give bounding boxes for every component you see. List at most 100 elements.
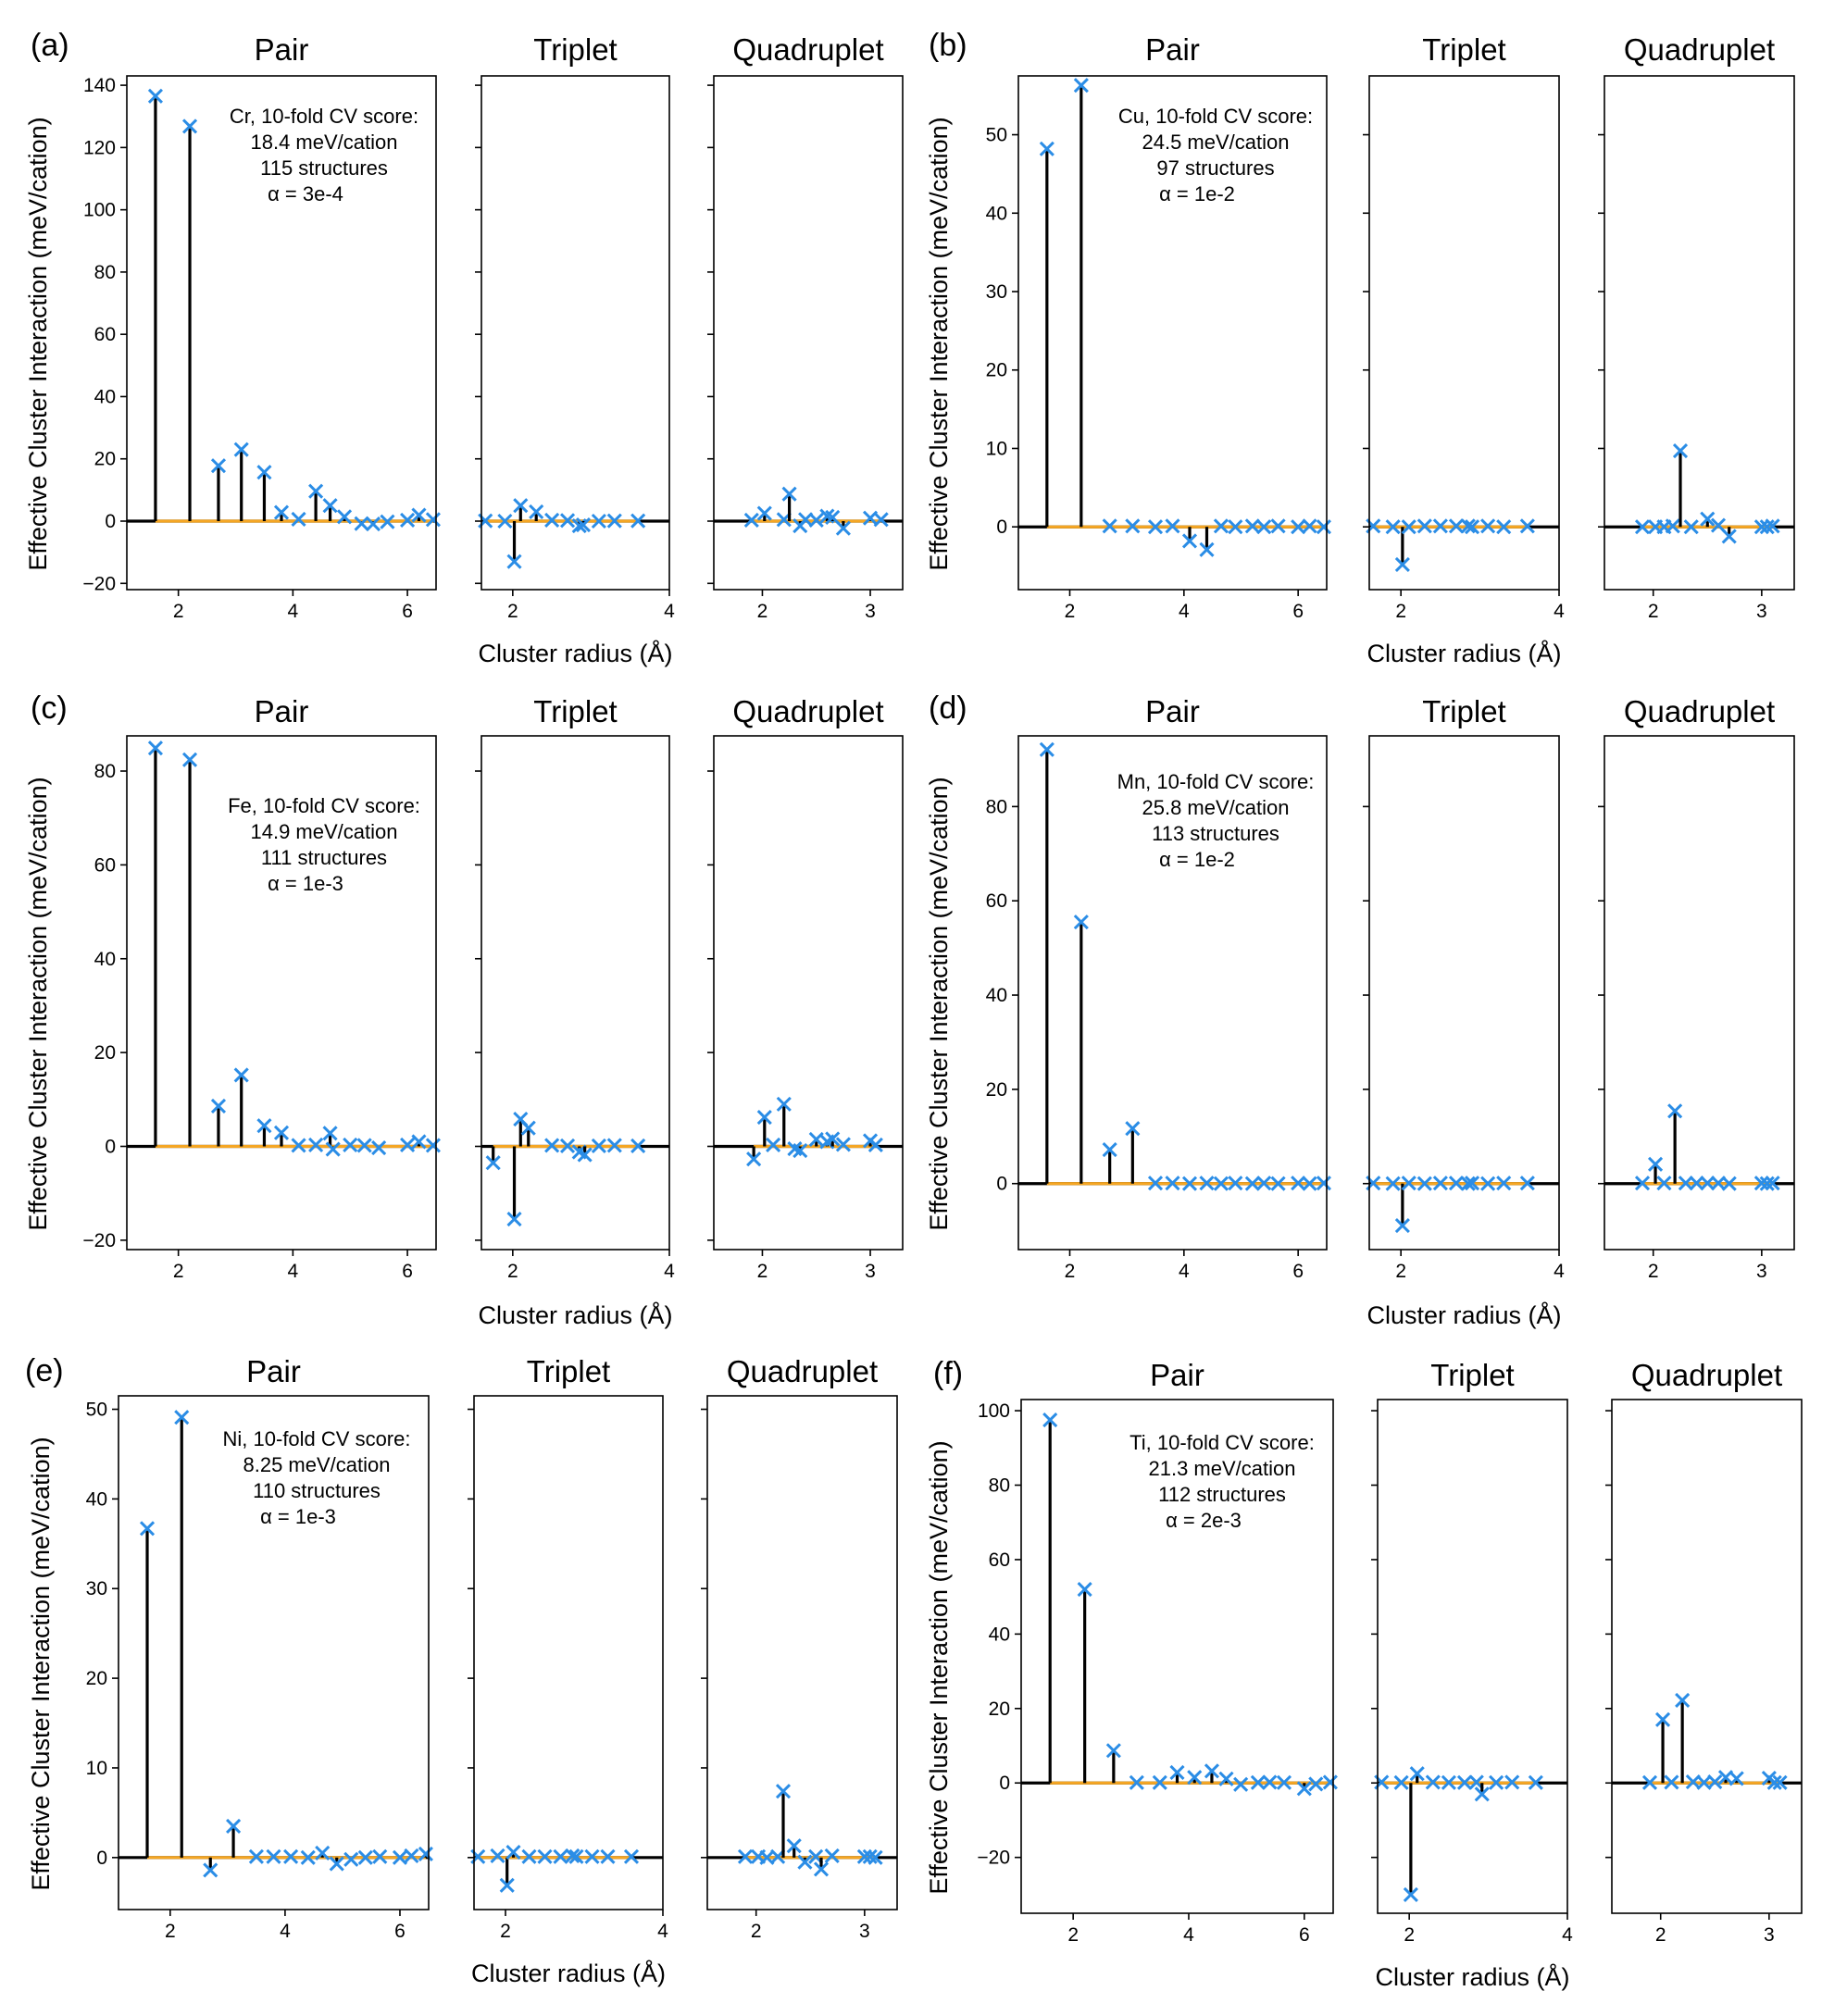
x-tick-label: 6 (1292, 601, 1304, 622)
x-tick-label: 3 (1756, 1261, 1767, 1282)
subplot-quadruplet: Quadruplet 2 3 (1605, 1358, 1803, 1946)
data-point-marker (544, 1138, 560, 1153)
data-point-marker (1073, 915, 1089, 930)
data-point-marker (1228, 519, 1243, 535)
data-point-marker (147, 740, 163, 756)
data-point-marker (1647, 1156, 1664, 1172)
plot-frame (713, 75, 904, 591)
subplot-pair: Pair 2 4 6 −20 0 20 40 60 80 100 (977, 1358, 1338, 1946)
data-point-marker (1700, 511, 1716, 527)
y-axis-label: Effective Cluster Interaction (meV/catio… (925, 117, 953, 570)
y-tick-label: 0 (996, 516, 1007, 538)
data-point-marker (537, 1848, 553, 1864)
subplot-triplet: Triplet 2 4 Cluster radius (Å) (468, 1354, 668, 1987)
x-tick-label: 2 (1067, 1924, 1079, 1946)
x-tick-label: 2 (1655, 1924, 1666, 1946)
data-point-marker (1766, 1774, 1782, 1790)
plot-frame (480, 75, 670, 591)
data-point-marker (1276, 1774, 1292, 1790)
x-axis-label: Cluster radius (Å) (1366, 639, 1561, 667)
data-point-marker (210, 1098, 227, 1114)
data-point-marker (1689, 1176, 1704, 1191)
plot-frame (1020, 1399, 1334, 1914)
data-point-marker (577, 1147, 593, 1163)
y-tick-label: 20 (986, 360, 1007, 381)
data-point-marker (1291, 519, 1306, 535)
data-point-marker (1181, 1176, 1198, 1191)
subplot-title: Triplet (527, 1354, 610, 1388)
plot-frame (1017, 75, 1328, 591)
data-point-marker (1654, 1711, 1671, 1727)
data-point-marker (490, 1848, 505, 1863)
data-point-marker (1664, 1774, 1679, 1790)
data-point-marker (147, 88, 163, 104)
y-tick-label: 100 (83, 200, 116, 221)
data-point-marker (1456, 1774, 1473, 1790)
data-point-marker (1129, 1774, 1144, 1790)
subplot-quadruplet: Quadruplet 2 3 (707, 694, 904, 1282)
y-tick-label: 80 (94, 761, 116, 782)
subplot-pair: Pair 2 4 6 −20 0 20 40 60 80 100 120 140 (82, 32, 441, 622)
data-point-marker (336, 509, 353, 525)
data-point-marker (1385, 519, 1401, 535)
y-tick-label: 0 (105, 511, 116, 532)
annotation-line: α = 1e-2 (1159, 848, 1235, 871)
data-point-marker (226, 1818, 242, 1834)
x-tick-label: 4 (1554, 1261, 1565, 1282)
y-tick-label: 0 (105, 1136, 116, 1157)
y-tick-label: 30 (986, 281, 1007, 303)
annotation-line: 111 structures (261, 846, 387, 869)
y-tick-label: −20 (977, 1848, 1010, 1869)
data-point-marker (256, 1118, 272, 1134)
data-point-marker (210, 458, 227, 474)
data-point-marker (1721, 529, 1737, 544)
data-point-marker (1244, 1176, 1260, 1191)
subplot-pair: Pair 2 4 6 0 10 20 30 40 50 (86, 1354, 433, 1942)
x-tick-label: 2 (500, 1921, 511, 1942)
data-point-marker (1291, 1176, 1306, 1191)
data-point-marker (248, 1848, 264, 1864)
data-point-marker (792, 1142, 808, 1159)
y-tick-label: 40 (989, 1624, 1010, 1645)
data-point-marker (411, 1134, 427, 1150)
data-point-marker (380, 514, 395, 529)
data-point-marker (1496, 1176, 1512, 1191)
y-axis-label: Effective Cluster Interaction (meV/catio… (24, 777, 52, 1230)
data-point-marker (575, 516, 592, 533)
data-point-marker (1228, 1176, 1243, 1191)
data-point-marker (371, 1139, 387, 1156)
y-tick-label: 10 (986, 438, 1007, 459)
data-point-marker (1665, 518, 1680, 534)
data-point-marker (630, 513, 646, 529)
subplot-pair: Pair 2 4 6 −20 0 20 40 60 80 (82, 694, 441, 1282)
annotation-line: Ni, 10-fold CV score: (223, 1427, 411, 1450)
data-point-marker (1125, 1121, 1141, 1137)
x-tick-label: 3 (1764, 1924, 1775, 1946)
x-tick-label: 6 (1292, 1261, 1304, 1282)
subplot-title: Pair (1145, 32, 1200, 67)
data-point-marker (343, 1851, 359, 1867)
data-point-marker (273, 1125, 290, 1140)
data-point-marker (400, 1137, 416, 1153)
data-point-marker (1656, 1176, 1672, 1191)
plot-frame (1604, 735, 1795, 1251)
data-point-marker (786, 1838, 802, 1854)
y-tick-label: 100 (978, 1400, 1010, 1422)
x-tick-label: 6 (394, 1921, 406, 1942)
y-tick-label: 40 (86, 1488, 107, 1510)
data-point-marker (354, 516, 369, 531)
data-point-marker (623, 1848, 640, 1864)
data-point-marker (743, 512, 759, 529)
data-point-marker (356, 1138, 372, 1153)
subplot-quadruplet: Quadruplet 2 3 (701, 1354, 898, 1942)
data-point-marker (529, 504, 544, 519)
x-tick-label: 2 (1648, 1261, 1659, 1282)
data-point-marker (1460, 518, 1476, 534)
data-point-marker (756, 505, 772, 521)
subplot-pair: Pair 2 4 6 0 10 20 30 40 50 (986, 32, 1331, 622)
data-point-marker (357, 1849, 373, 1865)
data-point-marker (737, 1848, 754, 1864)
x-tick-label: 4 (288, 601, 299, 622)
data-point-marker (756, 1110, 772, 1126)
